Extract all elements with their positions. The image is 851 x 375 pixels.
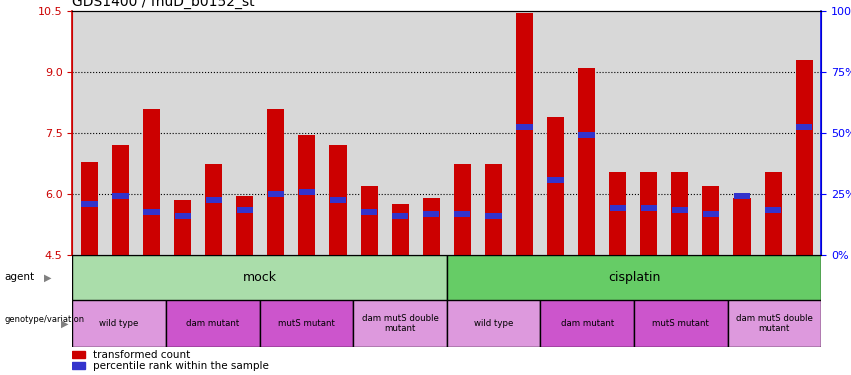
Bar: [578, 68, 595, 255]
Bar: [423, 198, 440, 255]
Bar: [447, 255, 821, 300]
Bar: [353, 300, 447, 347]
Bar: [299, 135, 316, 255]
Bar: [447, 300, 540, 347]
Bar: [641, 205, 657, 212]
Bar: [81, 162, 98, 255]
Bar: [485, 213, 501, 219]
Bar: [485, 164, 502, 255]
Bar: [206, 197, 222, 203]
Text: mutS mutant: mutS mutant: [278, 319, 334, 328]
Text: GDS1400 / fhuD_b0152_st: GDS1400 / fhuD_b0152_st: [72, 0, 255, 9]
Bar: [609, 172, 626, 255]
Bar: [143, 109, 160, 255]
Bar: [392, 213, 408, 219]
Bar: [540, 300, 634, 347]
Bar: [112, 193, 129, 199]
Text: mock: mock: [243, 271, 277, 284]
Bar: [634, 300, 728, 347]
Bar: [579, 132, 595, 138]
Bar: [765, 207, 781, 213]
Text: percentile rank within the sample: percentile rank within the sample: [93, 361, 269, 371]
Bar: [260, 300, 353, 347]
Bar: [454, 164, 471, 255]
Text: transformed count: transformed count: [93, 350, 190, 360]
Bar: [72, 255, 447, 300]
Bar: [237, 196, 254, 255]
Bar: [671, 172, 688, 255]
Bar: [796, 124, 812, 130]
Text: dam mutS double
mutant: dam mutS double mutant: [736, 314, 813, 333]
Bar: [796, 60, 813, 255]
Bar: [609, 205, 625, 212]
Bar: [361, 209, 377, 215]
Bar: [144, 209, 160, 215]
Bar: [174, 200, 191, 255]
Bar: [299, 189, 315, 195]
Bar: [423, 211, 439, 217]
Bar: [547, 177, 563, 183]
Bar: [728, 300, 821, 347]
Bar: [703, 211, 719, 217]
Bar: [267, 109, 284, 255]
Bar: [330, 197, 346, 203]
Text: dam mutS double
mutant: dam mutS double mutant: [362, 314, 438, 333]
Bar: [268, 191, 284, 197]
Text: ▶: ▶: [44, 273, 52, 282]
Bar: [72, 362, 85, 369]
Bar: [166, 300, 260, 347]
Text: cisplatin: cisplatin: [608, 271, 660, 284]
Text: genotype/variation: genotype/variation: [4, 315, 84, 324]
Text: wild type: wild type: [474, 319, 513, 328]
Text: dam mutant: dam mutant: [561, 319, 614, 328]
Bar: [734, 193, 750, 199]
Bar: [764, 172, 781, 255]
Bar: [391, 204, 408, 255]
Text: agent: agent: [4, 273, 34, 282]
Bar: [640, 172, 657, 255]
Bar: [517, 124, 533, 130]
Bar: [174, 213, 191, 219]
Bar: [72, 300, 166, 347]
Bar: [702, 186, 719, 255]
Bar: [671, 207, 688, 213]
Bar: [547, 117, 564, 255]
Text: dam mutant: dam mutant: [186, 319, 239, 328]
Bar: [205, 164, 222, 255]
Bar: [82, 201, 98, 207]
Bar: [516, 13, 533, 255]
Bar: [329, 146, 346, 255]
Text: wild type: wild type: [100, 319, 139, 328]
Bar: [72, 351, 85, 358]
Bar: [112, 146, 129, 255]
Bar: [734, 198, 751, 255]
Text: ▶: ▶: [61, 318, 69, 328]
Bar: [361, 186, 378, 255]
Bar: [237, 207, 253, 213]
Text: mutS mutant: mutS mutant: [653, 319, 709, 328]
Bar: [454, 211, 471, 217]
